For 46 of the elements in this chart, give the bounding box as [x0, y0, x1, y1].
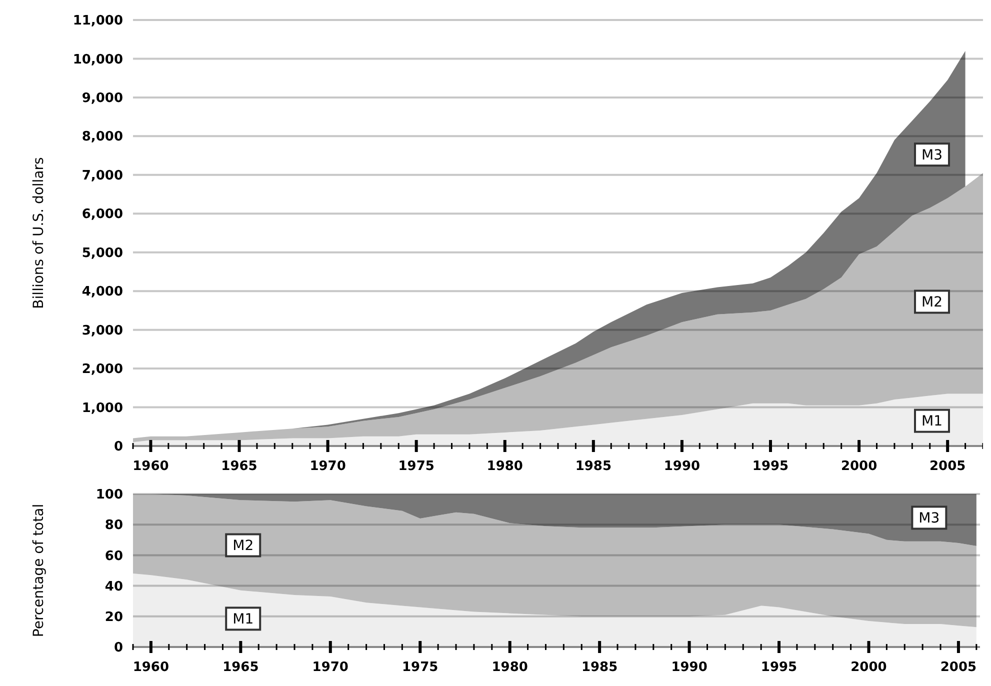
y-tick-label: 0	[114, 640, 123, 656]
y-tick-label: 3,000	[82, 323, 123, 338]
x-tick-label: 1965	[222, 660, 259, 675]
y-tick-label: 5,000	[82, 246, 123, 261]
x-tick-label: 1995	[760, 660, 798, 675]
x-tick-label: 1985	[575, 459, 612, 474]
y-tick-label: 7,000	[82, 168, 123, 184]
x-tick-label: 1975	[398, 459, 434, 474]
x-tick-label: 1960	[132, 459, 169, 474]
x-tick-label: 2005	[940, 660, 977, 675]
y-tick-label: 20	[104, 610, 123, 625]
y-tick-label: 1,000	[82, 400, 123, 416]
x-tick-label: 1965	[221, 459, 258, 474]
x-tick-label: 1985	[581, 660, 618, 675]
y-tick-label: 11,000	[72, 14, 123, 29]
x-tick-label: 1970	[310, 459, 346, 474]
x-tick-label: 1970	[312, 660, 348, 675]
y-tick-label: 0	[114, 440, 123, 455]
x-tick-label: 1975	[402, 660, 438, 675]
series-label: M3	[922, 147, 942, 164]
x-tick-label: 1960	[132, 660, 170, 675]
y-axis-title: Billions of U.S. dollars	[31, 157, 47, 309]
x-tick-label: 2000	[850, 660, 887, 675]
x-tick-label: 1990	[671, 660, 708, 675]
y-tick-label: 6,000	[82, 207, 123, 222]
series-label: M1	[232, 612, 254, 628]
x-tick-label: 2000	[840, 459, 878, 474]
y-tick-label: 2,000	[82, 362, 123, 378]
y-tick-label: 40	[104, 579, 123, 594]
series-label: M2	[922, 294, 942, 311]
y-tick-label: 80	[104, 518, 123, 534]
x-tick-label: 2005	[929, 459, 966, 474]
y-tick-label: 4,000	[82, 284, 123, 300]
y-tick-label: 100	[96, 488, 123, 503]
x-tick-label: 1995	[752, 459, 789, 474]
y-axis-title: Percentage of total	[31, 504, 47, 638]
y-tick-label: 8,000	[82, 130, 123, 145]
series-label: M3	[918, 510, 940, 527]
x-tick-label: 1980	[486, 459, 523, 474]
series-label: M2	[232, 538, 254, 554]
y-tick-label: 60	[104, 548, 123, 564]
y-tick-label: 9,000	[82, 91, 123, 106]
y-tick-label: 10,000	[72, 52, 123, 68]
series-label: M1	[922, 414, 942, 430]
x-tick-label: 1980	[492, 660, 528, 675]
x-tick-label: 1990	[664, 459, 700, 474]
